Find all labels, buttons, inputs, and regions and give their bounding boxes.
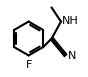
Text: N: N xyxy=(67,51,76,61)
Text: F: F xyxy=(25,60,32,70)
Text: NH: NH xyxy=(62,16,78,26)
